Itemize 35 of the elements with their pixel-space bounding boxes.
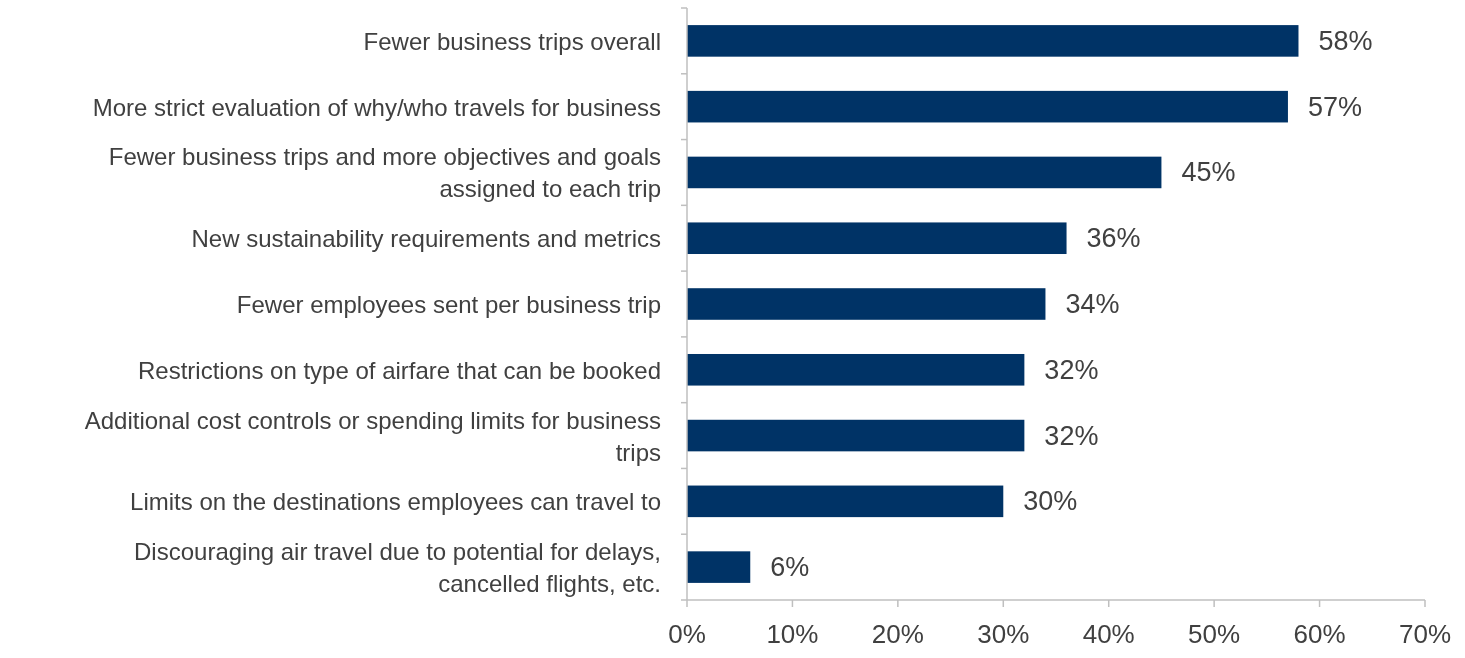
bar [687, 90, 1288, 123]
data-label: 57% [1307, 91, 1362, 122]
y-tick-label: Limits on the destinations employees can travel to [130, 487, 661, 515]
bar [687, 25, 1299, 57]
x-tick-label: 70% [1398, 619, 1452, 649]
data-label: 32% [1044, 420, 1099, 451]
y-tick-label: Additional cost controls or spending limits for business trips [84, 406, 661, 466]
y-tick-label: More strict evaluation of why/who travels for business [92, 93, 661, 121]
y-tick-label: Discouraging air travel due to potential for delays, cancelled flights, etc. [134, 537, 661, 597]
y-tick-label: Fewer business trips overall [363, 27, 661, 55]
y-tick-label: Fewer employees sent per business trip [236, 290, 661, 318]
y-tick-label: New sustainability requirements and metrics [191, 224, 661, 252]
x-tick-label: 40% [1082, 619, 1135, 649]
x-tick-label: 50% [1188, 619, 1241, 649]
x-tick-label: 10% [766, 619, 819, 649]
data-label: 6% [770, 552, 810, 583]
data-label: 30% [1023, 486, 1078, 517]
bar [687, 288, 1046, 320]
data-label: 32% [1044, 354, 1099, 385]
x-tick-label: 60% [1293, 619, 1346, 649]
bar [687, 156, 1162, 189]
bar [687, 353, 1025, 386]
data-label: 45% [1181, 157, 1236, 188]
data-label: 58% [1318, 25, 1373, 56]
x-tick-label: 0% [668, 619, 706, 649]
bar [687, 485, 1004, 518]
y-tick-label: Fewer business trips and more objectives and goals assigned to each trip [108, 142, 661, 202]
data-label: 36% [1086, 223, 1141, 254]
bar [687, 419, 1025, 452]
data-label: 34% [1065, 289, 1120, 319]
y-tick-label: Restrictions on type of airfare that can be booked [138, 356, 661, 384]
bar [687, 551, 751, 583]
x-tick-label: 20% [871, 619, 924, 649]
bar [687, 222, 1067, 255]
x-tick-label: 30% [977, 619, 1030, 649]
